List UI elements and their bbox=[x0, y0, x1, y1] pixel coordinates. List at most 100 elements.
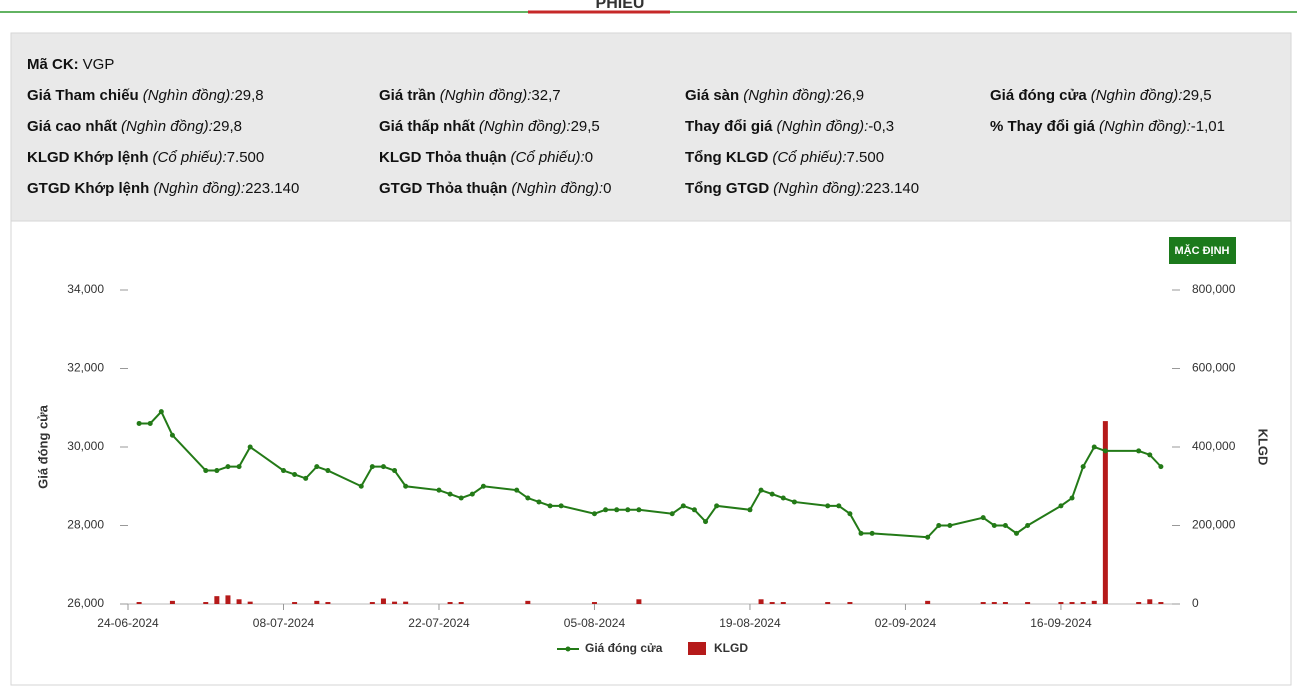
field-unit: (Nghìn đồng): bbox=[440, 87, 532, 104]
volume-bar bbox=[769, 602, 775, 604]
field-value: 7.500 bbox=[847, 149, 885, 166]
y-axis-title: Giá đóng cửa bbox=[35, 404, 50, 489]
price-point bbox=[380, 464, 386, 470]
volume-bar bbox=[380, 598, 386, 604]
info-panel bbox=[10, 32, 1292, 222]
volume-bar bbox=[236, 599, 242, 604]
price-point bbox=[769, 491, 775, 497]
info-field: Giá đóng cửa (Nghìn đồng):29,5 bbox=[990, 87, 1212, 104]
volume-bar bbox=[1069, 602, 1075, 604]
legend-swatch bbox=[688, 642, 706, 655]
field-value: 29,5 bbox=[1182, 87, 1211, 104]
volume-bar bbox=[203, 602, 209, 604]
price-point bbox=[203, 468, 209, 474]
price-point bbox=[625, 507, 631, 513]
volume-bar bbox=[1147, 599, 1153, 604]
legend-label: Giá đóng cửa bbox=[585, 641, 663, 655]
field-unit: (Cổ phiếu): bbox=[772, 149, 846, 166]
volume-bar bbox=[980, 602, 986, 604]
field-value: 29,5 bbox=[571, 118, 600, 135]
price-point bbox=[514, 487, 520, 493]
field-label: Thay đổi giá bbox=[685, 118, 773, 135]
volume-bar bbox=[525, 600, 531, 604]
price-point bbox=[614, 507, 620, 513]
field-unit: (Nghìn đồng): bbox=[1091, 87, 1183, 104]
field-label: Giá Tham chiếu bbox=[27, 87, 139, 104]
price-point bbox=[236, 464, 242, 470]
field-value: 0 bbox=[585, 149, 593, 166]
default-button-label[interactable]: MẶC ĐỊNH bbox=[1175, 244, 1230, 257]
field-value: -1,01 bbox=[1191, 118, 1225, 135]
price-point bbox=[1014, 530, 1020, 536]
price-point bbox=[636, 507, 642, 513]
price-point bbox=[947, 523, 953, 528]
x-tick-label: 16-09-2024 bbox=[1030, 616, 1092, 630]
volume-bar bbox=[392, 601, 398, 604]
field-label: KLGD Khớp lệnh bbox=[27, 149, 149, 166]
price-point bbox=[314, 464, 320, 470]
price-point bbox=[280, 468, 286, 474]
field-label: Tổng KLGD bbox=[685, 149, 768, 166]
chart: 26,000 28,000 30,000 32,000 34,000 0 200,000 40… bbox=[35, 282, 1270, 655]
info-field: Thay đổi giá (Nghìn đồng):-0,3 bbox=[685, 118, 894, 135]
price-point bbox=[991, 523, 997, 528]
info-field: Giá Tham chiếu (Nghìn đồng):29,8 bbox=[27, 87, 264, 104]
price-point bbox=[1002, 523, 1008, 528]
volume-bar bbox=[292, 602, 298, 604]
field-label: Giá trần bbox=[379, 87, 436, 104]
info-field: Giá thấp nhất (Nghìn đồng):29,5 bbox=[379, 118, 600, 135]
info-field: Giá trần (Nghìn đồng):32,7 bbox=[379, 87, 561, 104]
x-tick-label: 02-09-2024 bbox=[875, 616, 937, 630]
field-label: Giá cao nhất bbox=[27, 118, 117, 135]
volume-bar bbox=[991, 602, 997, 604]
price-point bbox=[691, 507, 697, 513]
y2-tick-label: 600,000 bbox=[1192, 361, 1236, 375]
chart-panel bbox=[10, 220, 1292, 686]
default-button[interactable] bbox=[1169, 237, 1236, 264]
price-point bbox=[758, 487, 764, 493]
price-point bbox=[447, 491, 453, 497]
price-point bbox=[791, 499, 797, 505]
price-point bbox=[147, 420, 153, 426]
field-label: Giá thấp nhất bbox=[379, 118, 475, 135]
volume-bar bbox=[403, 601, 409, 604]
volume-bar bbox=[780, 602, 786, 604]
price-point bbox=[936, 523, 942, 528]
volume-bar bbox=[1136, 602, 1142, 604]
volume-bar bbox=[136, 602, 142, 604]
price-point bbox=[558, 503, 564, 509]
info-field: % Thay đổi giá (Nghìn đồng):-1,01 bbox=[990, 118, 1225, 135]
field-value: 29,8 bbox=[234, 87, 263, 104]
volume-bar bbox=[214, 596, 220, 604]
info-field: Giá cao nhất (Nghìn đồng):29,8 bbox=[27, 118, 242, 135]
price-point bbox=[214, 468, 220, 474]
price-point bbox=[458, 495, 464, 501]
volume-bar bbox=[1080, 602, 1086, 604]
price-point bbox=[1080, 464, 1086, 470]
price-point bbox=[1091, 444, 1097, 450]
field-label: Giá sàn bbox=[685, 87, 739, 104]
field-label: Tổng GTGD bbox=[685, 180, 769, 197]
field-label: Giá đóng cửa bbox=[990, 87, 1087, 104]
field-value: VGP bbox=[83, 56, 115, 73]
field-unit: (Nghìn đồng): bbox=[777, 118, 869, 135]
info-field: GTGD Khớp lệnh (Nghìn đồng):223.140 bbox=[27, 180, 299, 197]
price-point bbox=[825, 503, 831, 509]
price-point bbox=[403, 483, 409, 489]
price-point bbox=[525, 495, 531, 501]
price-point bbox=[247, 444, 253, 450]
y-tick-label: 34,000 bbox=[67, 282, 104, 296]
price-point bbox=[703, 519, 709, 525]
field-value: 29,8 bbox=[213, 118, 242, 135]
price-point bbox=[392, 468, 398, 474]
volume-bar bbox=[1102, 421, 1108, 604]
volume-bar bbox=[1058, 602, 1064, 604]
field-label: % Thay đổi giá bbox=[990, 118, 1096, 135]
price-point bbox=[1069, 495, 1075, 501]
price-point bbox=[480, 483, 486, 489]
volume-bar bbox=[636, 599, 642, 604]
price-point bbox=[869, 530, 875, 536]
price-point bbox=[1025, 523, 1031, 528]
